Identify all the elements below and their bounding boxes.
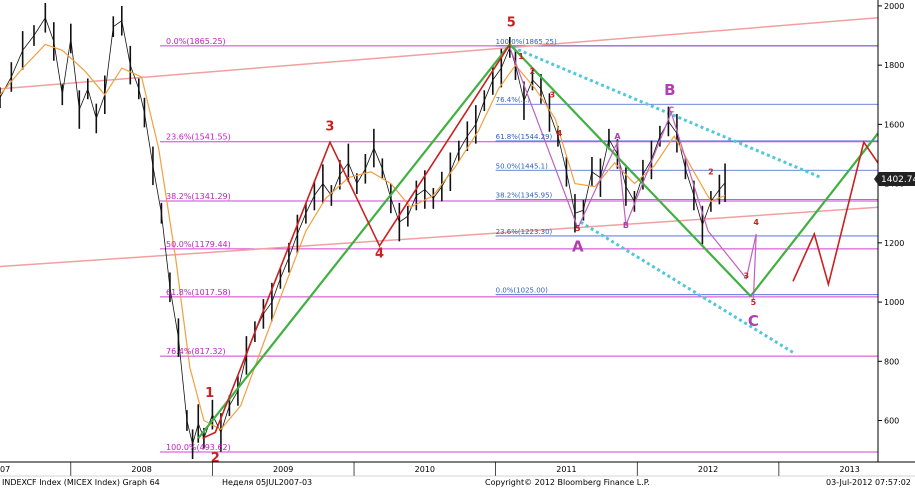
wave-label-abc-B: B [664, 81, 675, 99]
wave-lines [197, 43, 879, 440]
red-impulse-wave [202, 43, 511, 440]
fib-major-label-2: 38.2%(1341.29) [166, 192, 231, 201]
wave-label-minor-2: 3 [550, 91, 556, 100]
copyright-text: Copyright© 2012 Bloomberg Finance L.P. [485, 478, 650, 487]
wave-label-major-5: 5 [507, 16, 516, 31]
wave-label-minor-9: 3 [744, 271, 750, 280]
fib-major-label-6: 100.0%(493.62) [166, 443, 231, 452]
fib-minor-label-3: 50.0%(1445.1) [496, 162, 548, 170]
y-tick-label-600: 600 [884, 417, 899, 426]
trend-lines [0, 17, 879, 354]
x-year-label-2008: 2008 [131, 465, 151, 474]
fib-major-label-1: 23.6%(1541.55) [166, 133, 231, 142]
green-wave-line-2 [749, 132, 879, 297]
x-year-label-2013: 2013 [839, 465, 859, 474]
instrument-name: INDEXCF Index (MICEX Index) Graph 64 [2, 478, 160, 487]
wave-label-major-1: 1 [205, 386, 214, 401]
wave-label-major-2: 2 [211, 451, 220, 466]
fib-minor-label-4: 38.2%(1345.95) [496, 192, 553, 200]
purple-corrective-wave [509, 47, 757, 300]
fib-minor-label-0: 100.0%(1865.25) [496, 38, 557, 46]
x-axis: 2007 2008 2009 2010 2011 2012 2013 [0, 462, 860, 476]
fib-major-label-0: 0.0%(1865.25) [166, 37, 226, 46]
period-label: Неделя 05JUL2007-03 [222, 478, 312, 487]
x-year-label-2010: 2010 [415, 465, 435, 474]
wave-label-abc-A: A [572, 238, 584, 256]
red-projection-wave [792, 140, 879, 288]
fib-major-label-4: 61.8%(1017.58) [166, 288, 231, 297]
fib-minor-label-5: 23.6%(1223.30) [496, 228, 553, 236]
x-year-label-2009: 2009 [273, 465, 293, 474]
wave-label-minor-6: B [623, 221, 629, 230]
price-series [0, 2, 726, 460]
wave-label-minor-10: 4 [753, 218, 759, 227]
wave-label-minor-3: 4 [557, 129, 563, 138]
wave-label-minor-1: 2 [530, 67, 536, 76]
last-price-value: 1402.74 [881, 175, 915, 185]
moving-average-line [0, 43, 726, 431]
wave-label-major-3: 3 [325, 119, 334, 134]
green-wave-line-1 [509, 43, 752, 297]
fib-major-label-5: 76.4%(817.32) [166, 347, 226, 356]
pink-trend-line-1 [0, 206, 879, 268]
y-tick-label-1800: 1800 [884, 61, 904, 70]
last-price-badge: 1402.74 [874, 172, 915, 186]
fibonacci-labels: 0.0%(1865.25) 23.6%(1541.55) 38.2%(1341.29… [166, 37, 557, 452]
wave-label-minor-11: 5 [751, 298, 757, 307]
fib-minor-label-6: 0.0%(1025.00) [496, 287, 548, 295]
fib-major-label-3: 50.0%(1179.44) [166, 240, 231, 249]
pink-trend-line-0 [0, 17, 879, 90]
wave-label-minor-0: 1 [518, 52, 524, 61]
wave-label-major-4: 4 [375, 247, 384, 262]
wave-label-minor-7: C [668, 106, 674, 115]
y-tick-label-1200: 1200 [884, 239, 904, 248]
channel-line-0 [512, 46, 822, 180]
fib-minor-label-2: 61.8%(1544.29) [496, 133, 553, 141]
y-tick-label-1600: 1600 [884, 120, 904, 129]
timestamp: 03-Jul-2012 07:57:02 [826, 478, 911, 487]
green-wave-line-0 [197, 43, 511, 439]
fib-minor-label-1: 76.4%(...) [496, 96, 531, 104]
y-axis: 600800100012001400160018002000 [878, 2, 904, 426]
x-year-label-2011: 2011 [556, 465, 576, 474]
wave-label-minor-4: 5 [575, 224, 581, 233]
x-year-label-2012: 2012 [698, 465, 718, 474]
y-tick-label-1000: 1000 [884, 298, 904, 307]
y-tick-label-2000: 2000 [884, 2, 904, 11]
y-tick-label-800: 800 [884, 357, 899, 366]
wave-label-minor-5: A [614, 132, 621, 141]
fibonacci-lines [160, 45, 878, 453]
wave-label-minor-8: 2 [708, 168, 714, 177]
x-year-label-2007: 2007 [0, 465, 10, 474]
wave-label-abc-C: C [748, 312, 759, 330]
